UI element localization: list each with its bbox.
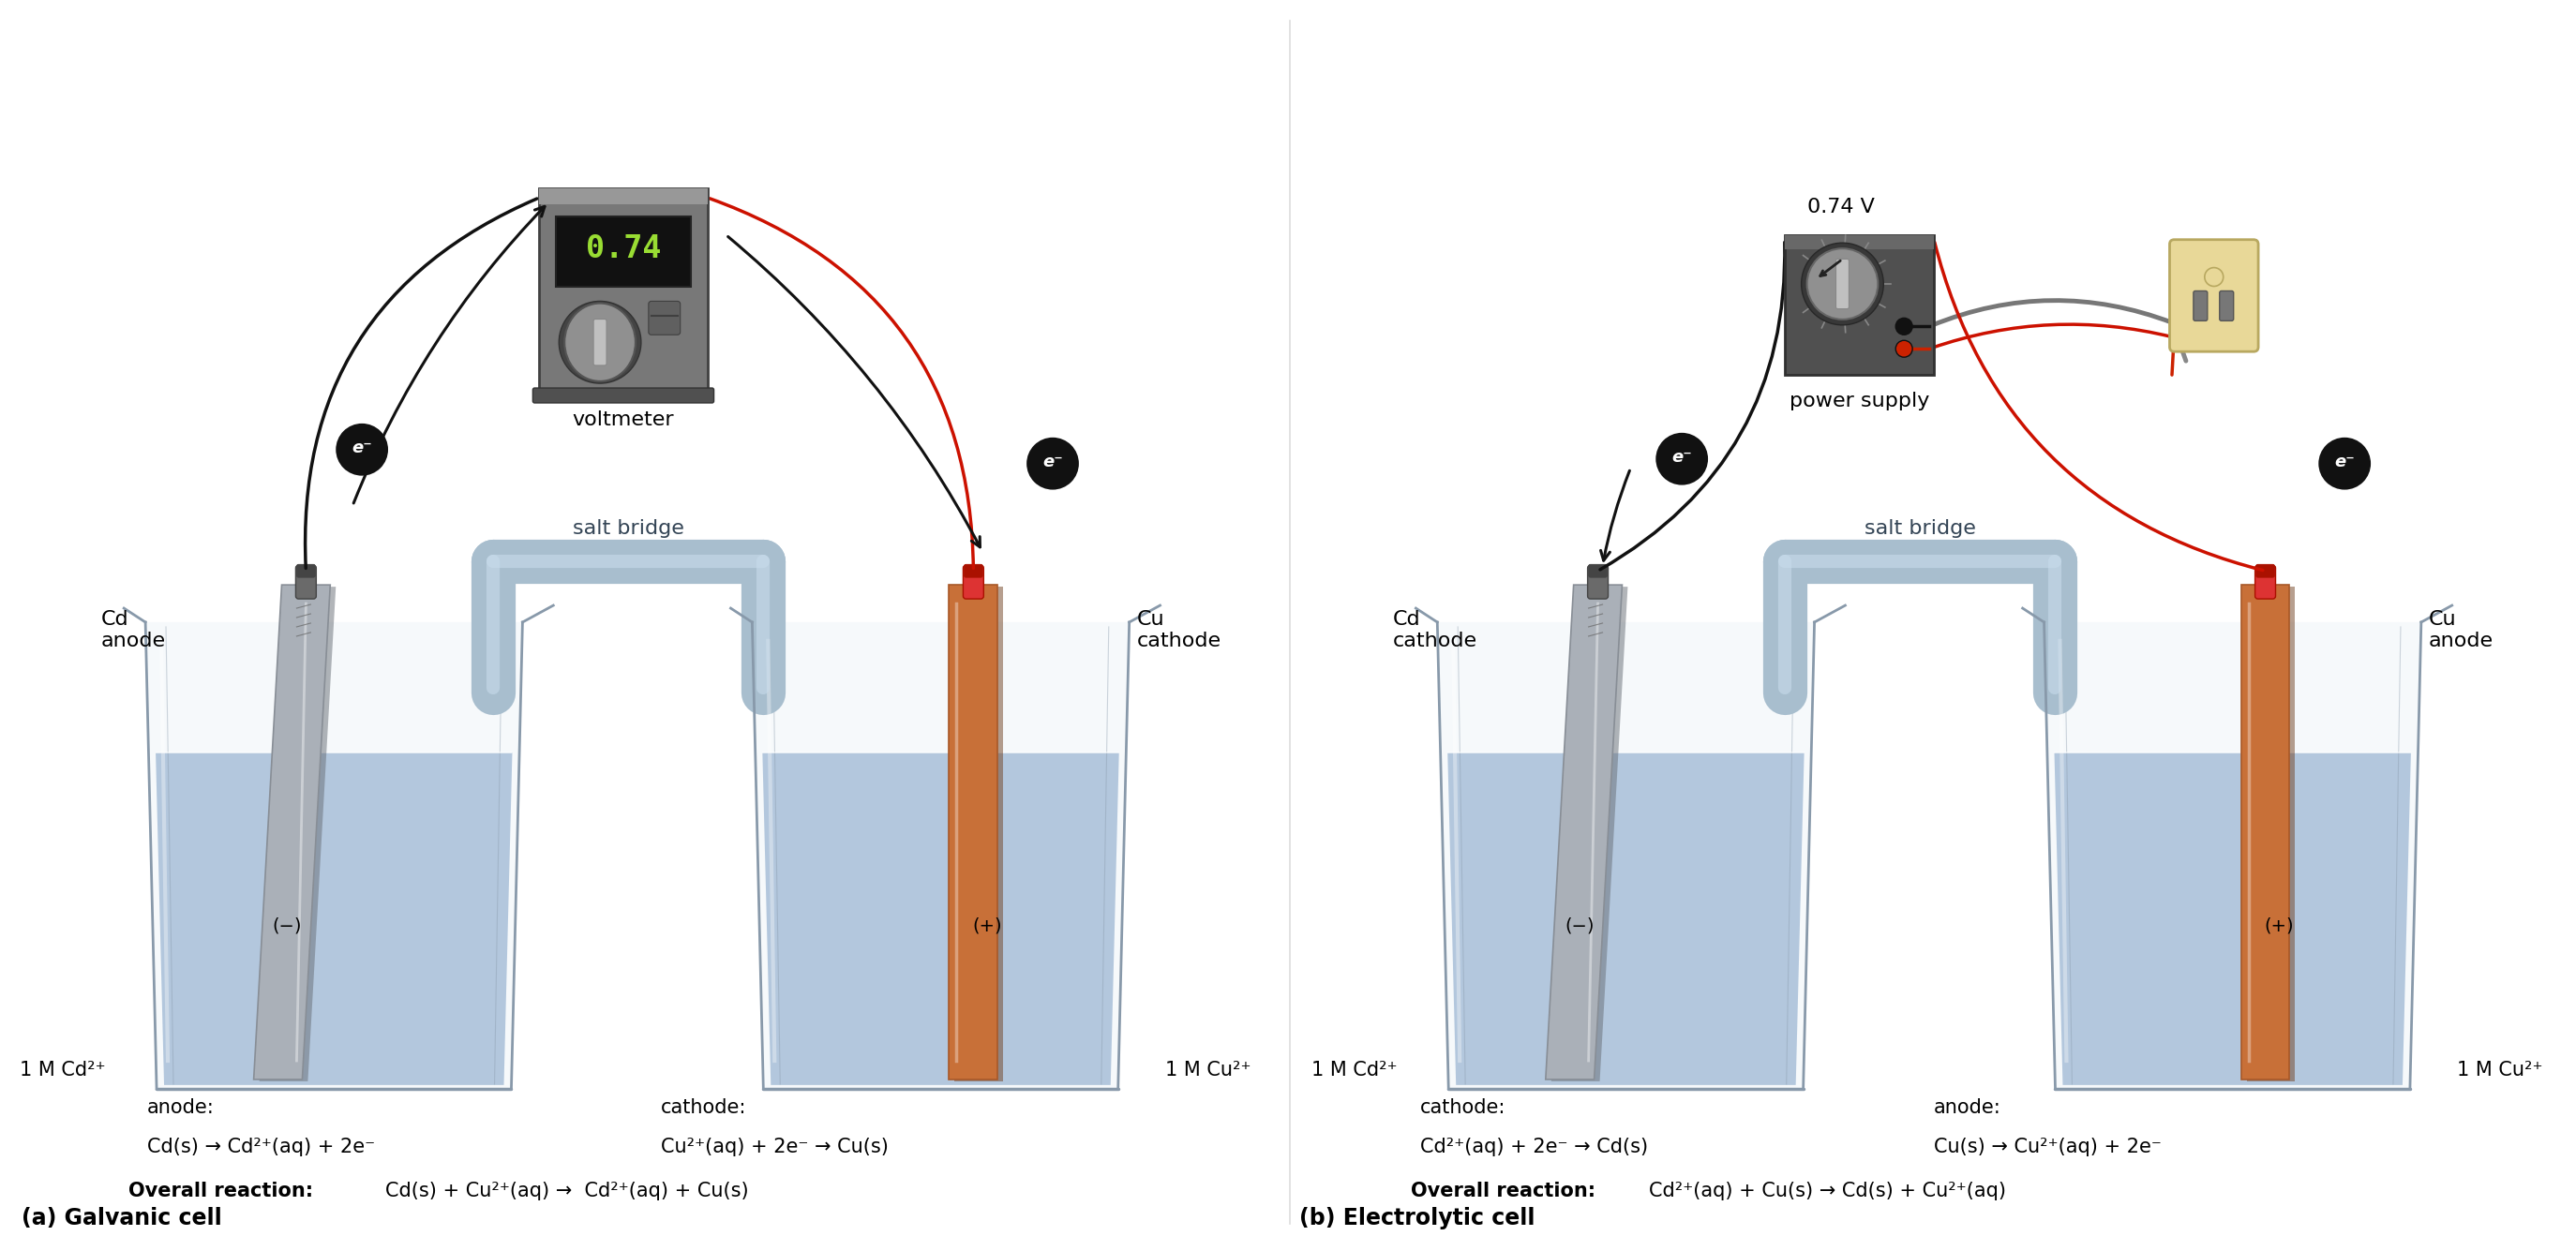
Text: 1 M Cd²⁺: 1 M Cd²⁺ (21, 1060, 106, 1079)
FancyBboxPatch shape (1589, 565, 1607, 577)
Polygon shape (252, 585, 330, 1079)
FancyArrowPatch shape (353, 206, 544, 503)
Text: 0.74 V: 0.74 V (1806, 198, 1875, 216)
Text: anode:: anode: (1935, 1098, 2002, 1117)
FancyBboxPatch shape (649, 302, 680, 335)
Circle shape (1028, 438, 1079, 489)
FancyArrowPatch shape (729, 236, 979, 548)
FancyArrowPatch shape (1935, 242, 2262, 570)
FancyBboxPatch shape (538, 188, 708, 205)
FancyBboxPatch shape (1785, 235, 1935, 248)
FancyArrowPatch shape (1932, 300, 2172, 325)
Polygon shape (2045, 622, 2421, 1089)
Text: Cu(s) → Cu²⁺(aq) + 2e⁻: Cu(s) → Cu²⁺(aq) + 2e⁻ (1935, 1137, 2161, 1156)
Text: 0.74: 0.74 (585, 234, 662, 265)
Polygon shape (762, 753, 1118, 1085)
Text: Cu
cathode: Cu cathode (1136, 609, 1221, 650)
Polygon shape (1437, 622, 1814, 1089)
Text: Cd
cathode: Cd cathode (1394, 609, 1476, 650)
Ellipse shape (564, 303, 636, 381)
Text: (+): (+) (2264, 917, 2295, 934)
Text: voltmeter: voltmeter (572, 410, 675, 429)
Polygon shape (144, 622, 523, 1089)
FancyBboxPatch shape (296, 565, 314, 577)
Polygon shape (956, 587, 1002, 1082)
Text: e⁻: e⁻ (1043, 454, 1064, 470)
Circle shape (1656, 433, 1708, 485)
Polygon shape (1448, 753, 1803, 1085)
FancyBboxPatch shape (1837, 260, 1850, 309)
Polygon shape (155, 753, 513, 1085)
Circle shape (2318, 438, 2370, 489)
Text: cathode:: cathode: (659, 1098, 747, 1117)
Circle shape (2205, 268, 2223, 287)
Text: e⁻: e⁻ (2334, 454, 2354, 470)
Text: salt bridge: salt bridge (572, 519, 683, 538)
Polygon shape (1551, 587, 1628, 1082)
Circle shape (1806, 248, 1878, 319)
FancyArrowPatch shape (1600, 471, 1631, 560)
Polygon shape (948, 585, 997, 1079)
Text: (a) Galvanic cell: (a) Galvanic cell (21, 1208, 222, 1230)
FancyArrowPatch shape (304, 199, 536, 569)
FancyBboxPatch shape (2192, 290, 2208, 321)
Text: Cd²⁺(aq) + Cu(s) → Cd(s) + Cu²⁺(aq): Cd²⁺(aq) + Cu(s) → Cd(s) + Cu²⁺(aq) (1649, 1182, 2007, 1201)
FancyBboxPatch shape (963, 565, 984, 599)
Polygon shape (2246, 587, 2295, 1082)
Text: 1 M Cu²⁺: 1 M Cu²⁺ (2458, 1060, 2543, 1079)
Text: Overall reaction:: Overall reaction: (1412, 1182, 1602, 1201)
Circle shape (335, 424, 389, 476)
FancyBboxPatch shape (2221, 290, 2233, 321)
Polygon shape (2241, 585, 2290, 1079)
FancyBboxPatch shape (556, 216, 690, 287)
FancyBboxPatch shape (2169, 240, 2259, 351)
Text: Overall reaction:: Overall reaction: (129, 1182, 319, 1201)
FancyBboxPatch shape (296, 565, 317, 599)
Text: cathode:: cathode: (1419, 1098, 1507, 1117)
Text: Cd²⁺(aq) + 2e⁻ → Cd(s): Cd²⁺(aq) + 2e⁻ → Cd(s) (1419, 1137, 1649, 1156)
Text: salt bridge: salt bridge (1865, 519, 1976, 538)
Text: anode:: anode: (147, 1098, 214, 1117)
FancyBboxPatch shape (963, 565, 981, 577)
Text: (−): (−) (1564, 917, 1595, 934)
Polygon shape (2053, 753, 2411, 1085)
Text: (−): (−) (273, 917, 301, 934)
FancyBboxPatch shape (2257, 565, 2275, 577)
FancyBboxPatch shape (1587, 565, 1607, 599)
Polygon shape (752, 622, 1128, 1089)
Circle shape (1896, 340, 1911, 357)
Polygon shape (1546, 585, 1623, 1079)
Circle shape (1801, 243, 1883, 325)
Text: Cu²⁺(aq) + 2e⁻ → Cu(s): Cu²⁺(aq) + 2e⁻ → Cu(s) (659, 1137, 889, 1156)
Text: 1 M Cu²⁺: 1 M Cu²⁺ (1164, 1060, 1249, 1079)
Polygon shape (260, 587, 335, 1082)
Text: power supply: power supply (1790, 392, 1929, 410)
FancyBboxPatch shape (1785, 235, 1935, 375)
FancyArrowPatch shape (1600, 242, 1785, 570)
Text: 1 M Cd²⁺: 1 M Cd²⁺ (1311, 1060, 1396, 1079)
Text: (b) Electrolytic cell: (b) Electrolytic cell (1298, 1208, 1535, 1230)
FancyArrowPatch shape (1932, 324, 2172, 349)
Text: Cu
anode: Cu anode (2429, 609, 2494, 650)
FancyBboxPatch shape (592, 319, 605, 366)
Text: e⁻: e⁻ (353, 439, 371, 456)
Circle shape (1896, 318, 1911, 335)
FancyBboxPatch shape (538, 188, 708, 393)
FancyBboxPatch shape (2254, 565, 2275, 599)
Text: Cd
anode: Cd anode (100, 609, 165, 650)
Text: Cd(s) → Cd²⁺(aq) + 2e⁻: Cd(s) → Cd²⁺(aq) + 2e⁻ (147, 1137, 376, 1156)
Text: Cd(s) + Cu²⁺(aq) →  Cd²⁺(aq) + Cu(s): Cd(s) + Cu²⁺(aq) → Cd²⁺(aq) + Cu(s) (386, 1182, 750, 1201)
Text: (+): (+) (974, 917, 1002, 934)
FancyArrowPatch shape (711, 199, 974, 569)
Circle shape (559, 302, 641, 383)
Text: e⁻: e⁻ (1672, 449, 1692, 466)
FancyBboxPatch shape (533, 388, 714, 403)
